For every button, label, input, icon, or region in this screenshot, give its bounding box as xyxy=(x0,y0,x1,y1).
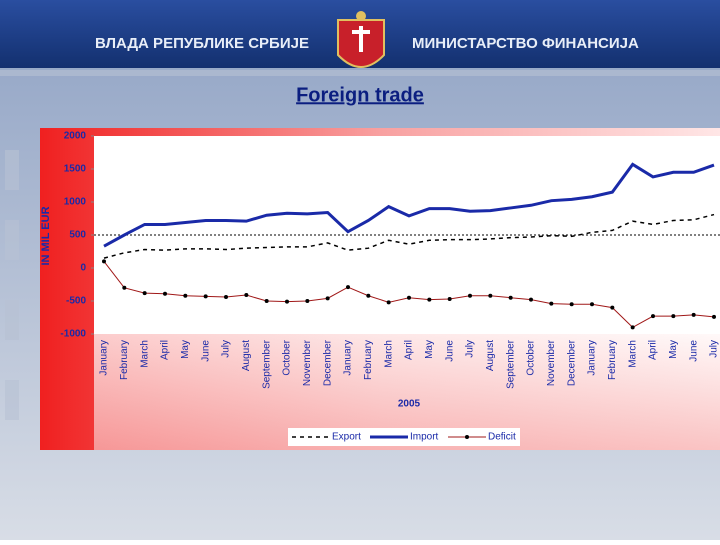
data-point xyxy=(285,299,289,304)
x-tick-label: February xyxy=(363,340,374,380)
x-tick-label: January xyxy=(343,340,354,376)
data-point xyxy=(122,285,127,290)
x-tick-label: July xyxy=(465,340,476,358)
x-tick-label: December xyxy=(566,339,577,386)
y-tick-label: 1000 xyxy=(64,197,87,208)
x-tick-label: February xyxy=(119,340,130,380)
legend-marker xyxy=(465,435,469,439)
legend-label: Export xyxy=(332,432,361,443)
data-point xyxy=(447,297,452,302)
y-tick-label: 500 xyxy=(69,230,86,241)
y-tick-label: 1500 xyxy=(64,164,87,175)
data-point xyxy=(325,296,330,301)
y-tick-label: 0 xyxy=(80,263,86,274)
y-axis-label: IN MIL EUR xyxy=(40,206,52,265)
x-tick-label: August xyxy=(485,340,496,371)
data-point xyxy=(630,325,635,330)
data-point xyxy=(224,295,228,300)
legend-label: Deficit xyxy=(488,432,516,443)
x-tick-label: July xyxy=(221,340,232,358)
data-point xyxy=(264,299,269,303)
x-tick-label: October xyxy=(526,339,537,375)
x-tick-label: June xyxy=(200,340,211,362)
slide-title: Foreign trade xyxy=(296,84,424,106)
data-point xyxy=(508,295,513,300)
data-point xyxy=(346,285,350,290)
x-tick-label: March xyxy=(139,340,150,368)
x-tick-label: September xyxy=(261,339,272,389)
x-tick-label: April xyxy=(160,340,171,360)
x-tick-label: December xyxy=(322,339,333,386)
data-point xyxy=(691,312,696,317)
series-line xyxy=(103,213,715,259)
y-tick-label: 2000 xyxy=(64,131,87,142)
data-point xyxy=(183,293,188,298)
x-tick-label: July xyxy=(709,340,720,358)
data-point xyxy=(163,291,167,296)
x-tick-label: June xyxy=(688,340,699,362)
x-tick-label: June xyxy=(444,340,455,362)
data-point xyxy=(488,293,493,298)
x-tick-label: September xyxy=(505,339,516,389)
header-left: ВЛАДА РЕПУБЛИКЕ СРБИЈЕ xyxy=(95,35,309,52)
data-point xyxy=(569,302,574,307)
data-point xyxy=(529,297,533,302)
x-tick-label: October xyxy=(282,339,293,375)
x-tick-label: November xyxy=(546,339,557,386)
data-point xyxy=(244,293,249,298)
y-tick-label: -500 xyxy=(66,296,86,307)
coat-of-arms xyxy=(337,11,385,68)
data-point xyxy=(366,293,371,298)
x-tick-label: May xyxy=(180,340,191,359)
data-point xyxy=(671,314,676,319)
x-tick-label: May xyxy=(668,340,679,359)
data-point xyxy=(712,314,716,319)
x-tick-label: March xyxy=(627,340,638,368)
x-tick-label: April xyxy=(404,340,415,360)
x-tick-label: January xyxy=(99,340,110,376)
data-point xyxy=(305,299,310,303)
building-windows xyxy=(0,70,720,420)
data-point xyxy=(142,291,147,296)
data-point xyxy=(610,305,615,310)
x-tick-label: March xyxy=(383,340,394,368)
y-tick-label: -1000 xyxy=(60,329,86,340)
x-tick-label: May xyxy=(424,340,435,359)
data-point xyxy=(407,295,411,300)
x-tick-label: January xyxy=(587,340,598,376)
data-point xyxy=(102,259,106,264)
x-tick-label: August xyxy=(241,340,252,371)
legend-label: Import xyxy=(410,432,439,443)
series-line xyxy=(103,162,715,248)
data-point xyxy=(590,302,594,307)
header-right: МИНИСТАРСТВО ФИНАНСИЈА xyxy=(412,35,639,52)
x-tick-label: April xyxy=(648,340,659,360)
data-point xyxy=(651,314,655,319)
x-tick-label: February xyxy=(607,340,618,380)
data-point xyxy=(549,301,554,306)
data-point xyxy=(468,293,472,298)
data-point xyxy=(427,297,432,302)
year-label: 2005 xyxy=(398,399,421,410)
data-point xyxy=(386,300,391,305)
x-tick-label: November xyxy=(302,339,313,386)
data-point xyxy=(203,294,208,299)
